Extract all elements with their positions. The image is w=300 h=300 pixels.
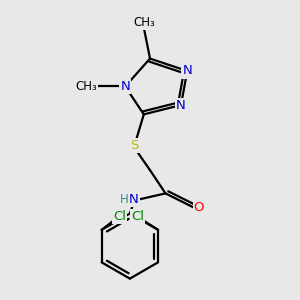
Text: S: S (130, 139, 139, 152)
Text: N: N (176, 99, 186, 112)
Text: CH₃: CH₃ (133, 16, 155, 29)
Text: N: N (120, 80, 130, 93)
Text: Cl: Cl (131, 210, 144, 223)
Text: Cl: Cl (113, 210, 126, 223)
Text: O: O (194, 201, 204, 214)
Text: N: N (182, 64, 192, 77)
Text: CH₃: CH₃ (76, 80, 97, 93)
Text: N: N (129, 193, 139, 206)
Text: H: H (120, 193, 129, 206)
